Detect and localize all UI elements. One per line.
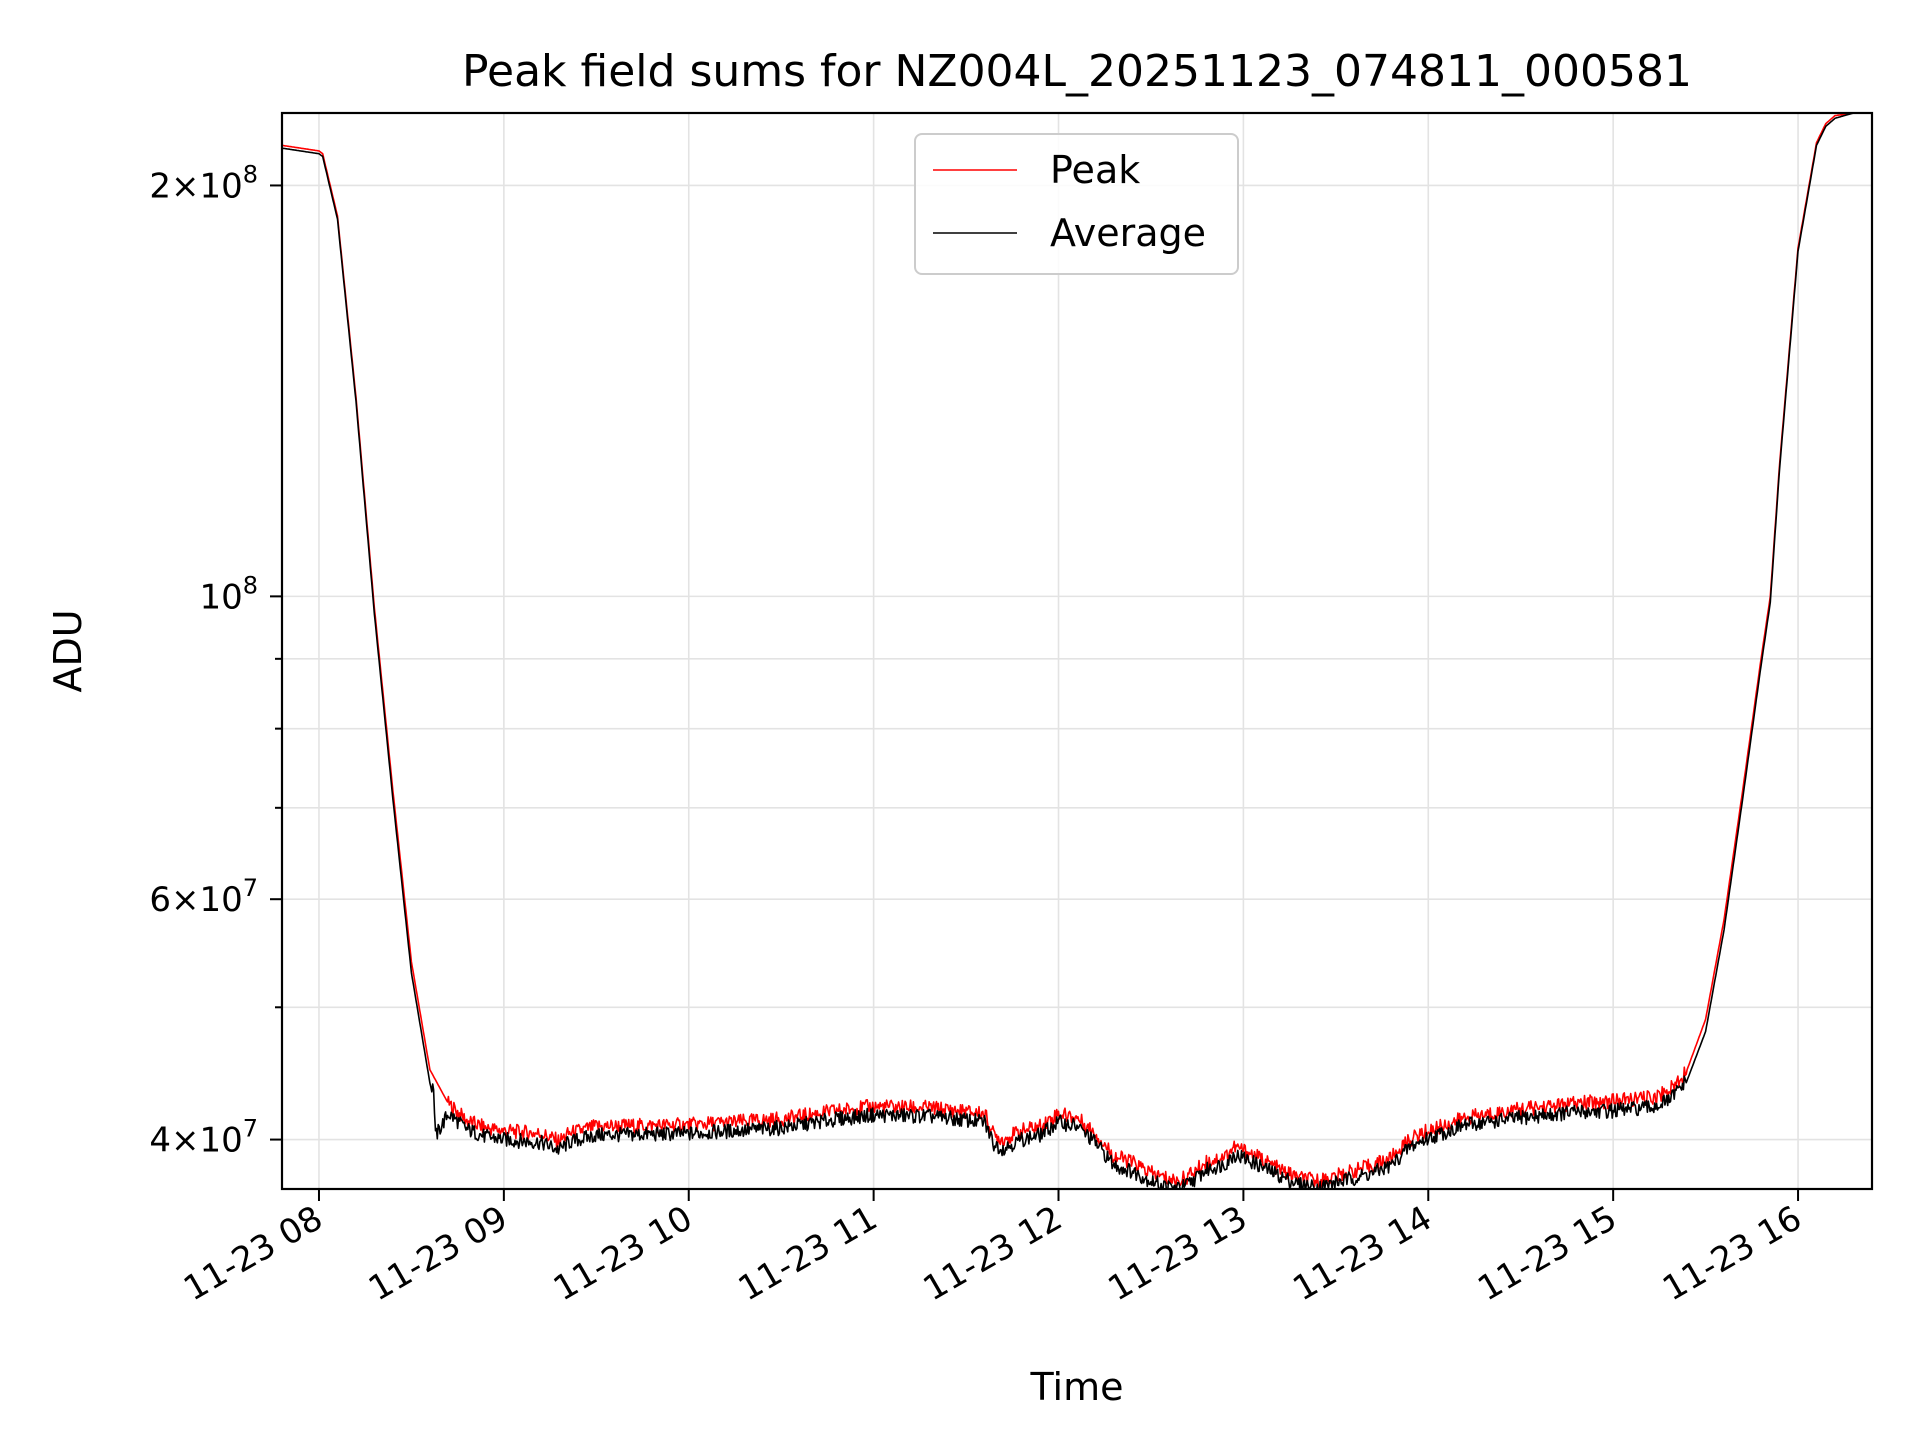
minor-grid-layer: [282, 658, 1872, 1009]
y-axis-label: ADU: [46, 609, 90, 692]
y-tick-label: 4×107: [149, 1115, 258, 1161]
y-tick-layer: 4×107 6×107 108 2×108: [149, 160, 282, 1161]
y-tick-label: 6×107: [149, 874, 258, 920]
x-axis-label: Time: [1030, 1365, 1124, 1409]
legend-label-average: Average: [1050, 211, 1206, 255]
grid-layer: [282, 113, 1872, 1189]
series-line-peak: [282, 113, 1872, 1189]
y-tick-label: 108: [199, 571, 258, 617]
series-line-average: [282, 113, 1872, 1189]
series-layer: [282, 113, 1872, 1189]
y-tick-label: 2×108: [149, 160, 258, 206]
plot-frame: [280, 111, 1874, 1191]
chart-title: Peak field sums for NZ004L_20251123_0748…: [462, 46, 1692, 97]
legend-label-peak: Peak: [1050, 148, 1140, 192]
legend: Peak Average: [914, 133, 1239, 275]
legend-box: [914, 133, 1239, 275]
